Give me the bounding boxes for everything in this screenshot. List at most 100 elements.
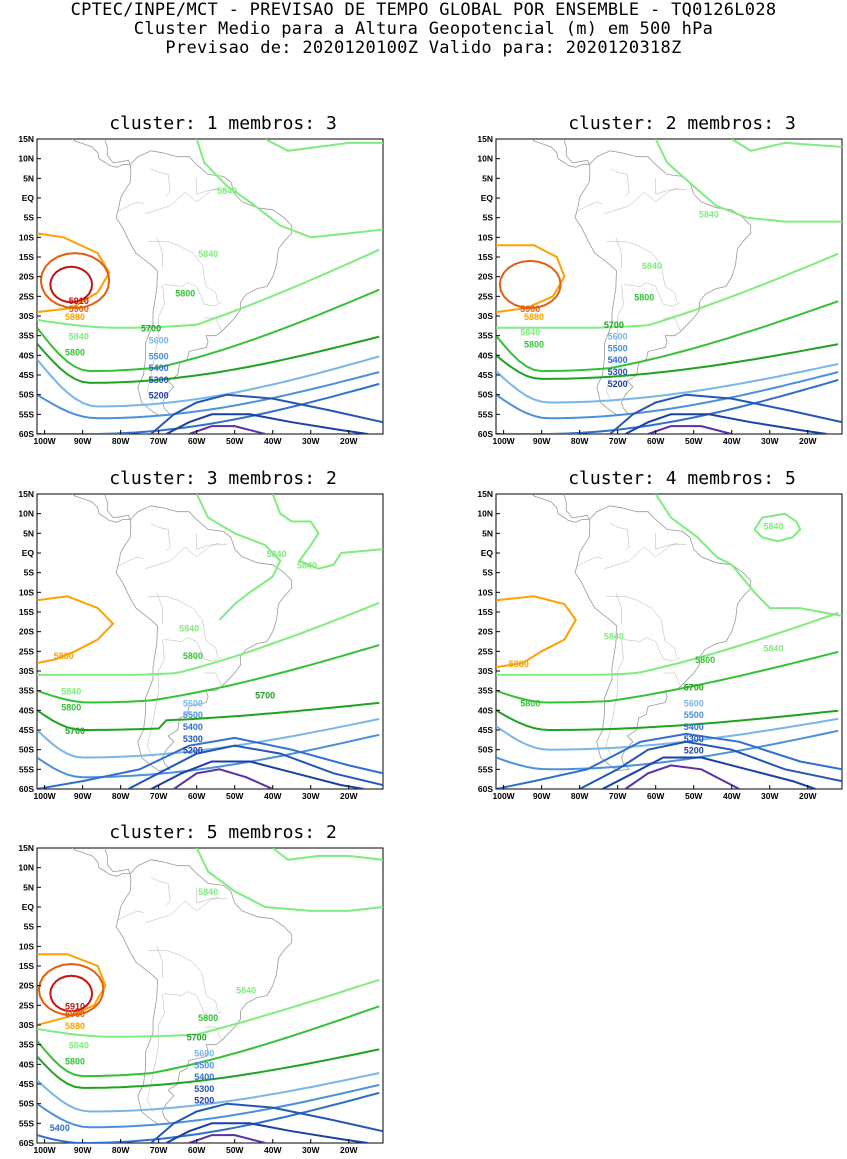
country-border xyxy=(196,178,220,195)
contour-label-5880: 5880 xyxy=(65,312,85,322)
contour-5900 xyxy=(37,962,105,1017)
lon-tick-label: 60W xyxy=(188,436,206,446)
contour-label-5700: 5700 xyxy=(65,726,85,736)
header-title-line-3: Previsao de: 2020120100Z Valido para: 20… xyxy=(165,38,682,58)
contour-5800 xyxy=(496,300,839,373)
lat-tick-label: 5N xyxy=(23,882,34,892)
country-border xyxy=(156,237,163,269)
lon-tick-label: 60W xyxy=(647,436,665,446)
contour-label-5200: 5200 xyxy=(684,746,704,756)
country-border xyxy=(575,201,603,213)
lat-tick-label: 55S xyxy=(19,409,34,419)
contour-5600 xyxy=(496,717,839,751)
contour-5500 xyxy=(37,733,380,779)
lat-tick-label: 55S xyxy=(478,409,493,419)
lon-tick-label: 50W xyxy=(685,436,703,446)
contour-label-5200: 5200 xyxy=(194,1096,214,1106)
panel-2-title: cluster: 2 membros: 3 xyxy=(568,113,796,134)
lat-tick-label: 60S xyxy=(478,784,493,794)
contour-label-5700: 5700 xyxy=(684,683,704,693)
contour-5600 xyxy=(496,363,839,404)
country-border xyxy=(147,993,165,1112)
country-border xyxy=(609,168,630,197)
contour-5840 xyxy=(37,978,380,1038)
contour-5700 xyxy=(37,335,380,384)
country-border xyxy=(150,877,171,906)
lat-tick-label: 10N xyxy=(18,863,34,873)
lat-tick-label: 5S xyxy=(483,213,494,223)
lat-tick-label: 15S xyxy=(19,607,34,617)
contour-5840 xyxy=(496,252,839,329)
country-border xyxy=(164,637,222,662)
lat-tick-label: 40S xyxy=(19,705,34,715)
contour-5700 xyxy=(37,701,380,731)
lon-tick-label: 100W xyxy=(33,791,56,801)
contour-5200 xyxy=(624,413,827,434)
country-border xyxy=(164,991,222,1016)
contour-5400 xyxy=(37,736,383,789)
map-frame xyxy=(495,493,843,790)
country-border xyxy=(604,189,687,214)
contour-5880 xyxy=(496,595,577,669)
lat-tick-label: 5S xyxy=(24,568,35,578)
lon-tick-label: 60W xyxy=(647,791,665,801)
lon-tick-label: 30W xyxy=(761,436,779,446)
contour-5840 xyxy=(731,139,842,152)
lat-tick-label: 15N xyxy=(477,489,493,499)
lat-tick-label: 20S xyxy=(19,272,34,282)
country-border xyxy=(150,523,171,552)
lat-tick-label: 5N xyxy=(23,528,34,538)
lon-tick-label: 100W xyxy=(492,791,515,801)
lat-tick-label: 60S xyxy=(478,429,493,439)
contour-label-5300: 5300 xyxy=(608,367,628,377)
contour-5500 xyxy=(37,371,380,420)
contour-label-5400: 5400 xyxy=(194,1072,214,1082)
contour-label-5840: 5840 xyxy=(217,186,237,196)
lon-tick-label: 70W xyxy=(150,1145,168,1155)
contour-5880 xyxy=(37,595,115,665)
lat-tick-label: 10S xyxy=(478,232,493,242)
contour-5800 xyxy=(496,650,839,704)
contour-5400 xyxy=(37,382,380,434)
lat-tick-label: 20S xyxy=(19,981,34,991)
lat-tick-label: 50S xyxy=(478,745,493,755)
central-america-coastline xyxy=(71,139,131,168)
contour-label-5840: 5840 xyxy=(764,521,784,531)
contour-label-5880: 5880 xyxy=(65,1021,85,1031)
contour-5880 xyxy=(37,953,107,1026)
contour-label-5400: 5400 xyxy=(684,722,704,732)
lon-tick-label: 70W xyxy=(150,791,168,801)
lon-tick-label: 20W xyxy=(340,791,358,801)
contour-label-5300: 5300 xyxy=(684,734,704,744)
contour-label-5300: 5300 xyxy=(194,1084,214,1094)
country-border xyxy=(145,898,228,923)
contour-label-5910: 5910 xyxy=(65,1001,85,1011)
lat-tick-label: 50S xyxy=(19,390,34,400)
lon-tick-label: 80W xyxy=(112,436,130,446)
country-border xyxy=(147,950,218,1012)
contour-label-5500: 5500 xyxy=(684,710,704,720)
contour-5840 xyxy=(654,494,842,617)
contour-label-5400: 5400 xyxy=(608,355,628,365)
contour-label-5800: 5800 xyxy=(65,1056,85,1066)
country-border xyxy=(145,189,228,214)
country-border xyxy=(147,596,218,658)
lon-tick-label: 50W xyxy=(226,1145,244,1155)
country-border xyxy=(663,672,681,687)
contour-5600 xyxy=(37,355,380,408)
contour-label-5800: 5800 xyxy=(65,347,85,357)
contour-5840 xyxy=(37,248,380,329)
lon-tick-label: 80W xyxy=(571,791,589,801)
contour-label-5840: 5840 xyxy=(69,332,89,342)
country-border xyxy=(116,201,144,213)
panel-1-title: cluster: 1 membros: 3 xyxy=(109,113,337,134)
contour-5800 xyxy=(37,1005,380,1078)
contour-5500 xyxy=(496,729,839,771)
country-border xyxy=(615,592,622,624)
contour-5200 xyxy=(165,413,368,434)
country-border xyxy=(116,910,144,922)
contour-5500 xyxy=(496,371,839,420)
lat-tick-label: 5S xyxy=(483,568,494,578)
contour-5910 xyxy=(49,974,94,1013)
contour-label-5200: 5200 xyxy=(149,391,169,401)
